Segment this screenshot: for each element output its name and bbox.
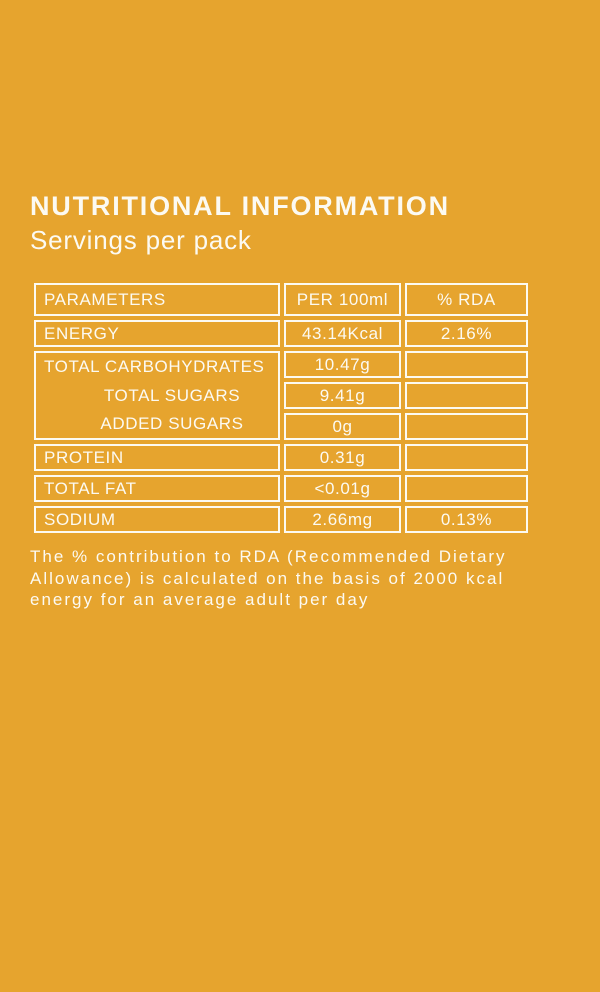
column-header-per-100ml: PER 100ml	[284, 283, 401, 317]
parameter-label: TOTAL FAT	[34, 475, 281, 503]
per-100ml-value: 0.31g	[284, 444, 401, 472]
table-row-total-fat: TOTAL FAT <0.01g	[34, 475, 528, 503]
per-100ml-value: 10.47g	[284, 351, 401, 379]
per-100ml-value: 43.14Kcal	[284, 320, 401, 348]
carbohydrates-group-labels: TOTAL CARBOHYDRATES TOTAL SUGARS ADDED S…	[36, 353, 278, 438]
rda-value	[404, 475, 528, 503]
table-row-energy: ENERGY 43.14Kcal 2.16%	[34, 320, 528, 348]
parameter-label: TOTAL CARBOHYDRATES	[44, 357, 265, 377]
per-100ml-value: 9.41g	[284, 382, 401, 410]
parameter-label: ENERGY	[34, 320, 281, 348]
table-row-added-sugars: 0g	[34, 413, 528, 441]
per-100ml-value: 0g	[284, 413, 401, 441]
page-subtitle: Servings per pack	[30, 224, 252, 255]
rda-value	[404, 444, 528, 472]
footnote-line: The % contribution to RDA (Recommended D…	[30, 547, 507, 567]
rda-value: 0.13%	[404, 506, 528, 534]
table-row-total-sugars: 9.41g	[34, 382, 528, 410]
table-row-protein: PROTEIN 0.31g	[34, 444, 528, 472]
table-row-sodium: SODIUM 2.66mg 0.13%	[34, 506, 528, 534]
rda-value	[404, 413, 528, 441]
table-header-row: PARAMETERS PER 100ml % RDA	[34, 283, 528, 317]
column-header-parameters: PARAMETERS	[34, 283, 281, 317]
rda-value	[404, 382, 528, 410]
table-row-total-carbohydrates: TOTAL CARBOHYDRATES TOTAL SUGARS ADDED S…	[34, 351, 528, 441]
footnote-line: energy for an average adult per day	[30, 590, 370, 610]
column-header-rda: % RDA	[404, 283, 528, 317]
nutrition-label-page: NUTRITIONAL INFORMATION Servings per pac…	[0, 191, 600, 992]
nutrition-table: PARAMETERS PER 100ml % RDA ENERGY 43.14K…	[30, 279, 532, 537]
per-100ml-value: 2.66mg	[284, 506, 401, 534]
parameter-sublabel: TOTAL SUGARS	[103, 385, 241, 405]
parameter-sublabel: ADDED SUGARS	[100, 414, 244, 434]
parameter-label: PROTEIN	[34, 444, 281, 472]
rda-footnote: The % contribution to RDA (Recommended D…	[30, 546, 590, 611]
carbohydrates-group-cell: TOTAL CARBOHYDRATES TOTAL SUGARS ADDED S…	[34, 351, 281, 441]
label-header: NUTRITIONAL INFORMATION Servings per pac…	[30, 191, 590, 255]
per-100ml-value: <0.01g	[284, 475, 401, 503]
page-title: NUTRITIONAL INFORMATION	[30, 191, 450, 221]
footnote-line: Allowance) is calculated on the basis of…	[30, 568, 505, 588]
parameter-label: SODIUM	[34, 506, 281, 534]
rda-value: 2.16%	[404, 320, 528, 348]
rda-value	[404, 351, 528, 379]
